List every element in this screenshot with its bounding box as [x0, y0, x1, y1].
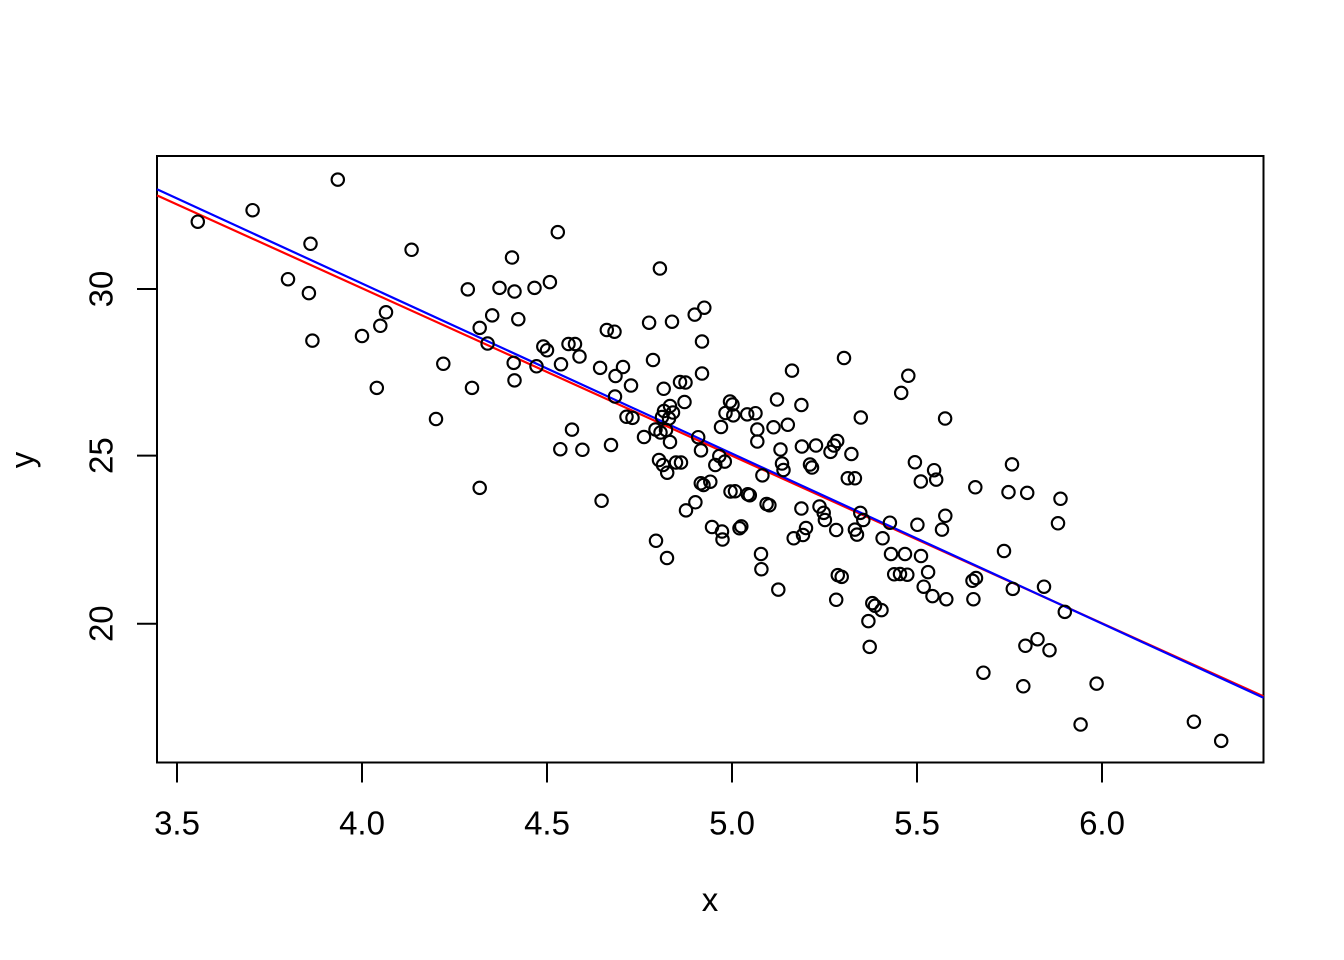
- svg-text:4.5: 4.5: [524, 805, 570, 842]
- svg-text:20: 20: [83, 605, 120, 642]
- svg-text:3.5: 3.5: [154, 805, 200, 842]
- svg-text:25: 25: [83, 437, 120, 474]
- svg-text:x: x: [702, 881, 719, 918]
- svg-text:y: y: [4, 451, 41, 468]
- svg-text:6.0: 6.0: [1079, 805, 1125, 842]
- svg-text:4.0: 4.0: [339, 805, 385, 842]
- svg-text:5.0: 5.0: [709, 805, 755, 842]
- svg-text:30: 30: [83, 271, 120, 308]
- svg-text:5.5: 5.5: [894, 805, 940, 842]
